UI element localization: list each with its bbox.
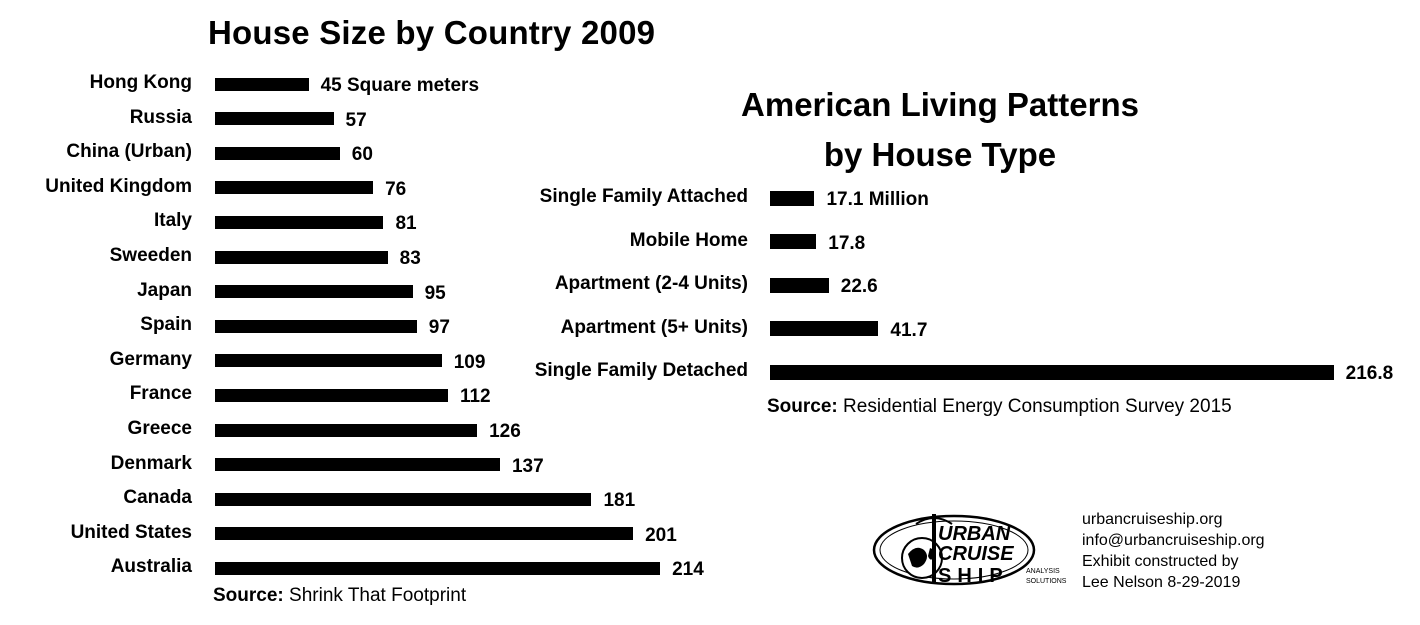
bar [215, 112, 334, 126]
category-label: Apartment (5+ Units) [560, 316, 748, 338]
value-label: 22.6 [840, 276, 878, 297]
bar [215, 146, 340, 160]
logo-tag1: ANALYSIS [1026, 568, 1060, 575]
category-label: Sweeden [109, 245, 192, 266]
value-label: 45 Square meters [320, 75, 480, 96]
bar [770, 364, 1334, 380]
bar [770, 190, 815, 206]
bar [215, 319, 417, 333]
value-label: 216.8 [1345, 363, 1394, 384]
bar [215, 388, 448, 402]
bar [215, 250, 388, 264]
urban-cruise-ship-logo: URBAN CRUISE SHIP ANALYSIS SOLUTIONS [872, 510, 1077, 590]
bar [770, 321, 879, 336]
chart1-source: Source: Shrink That Footprint [213, 585, 467, 606]
value-label: 181 [603, 490, 636, 512]
value-label: 76 [385, 178, 407, 200]
bar [215, 492, 592, 506]
logo-graphic: URBAN CRUISE SHIP ANALYSIS SOLUTIONS [872, 514, 1067, 587]
value-label: 17.8 [828, 232, 866, 254]
value-label: 109 [453, 351, 486, 373]
category-label: France [129, 383, 192, 405]
bar [215, 527, 634, 541]
chart2-title-line1: American Living Patterns [741, 86, 1139, 123]
logo-tag2: SOLUTIONS [1026, 578, 1067, 585]
category-label: China (Urban) [66, 141, 192, 163]
bar [215, 423, 478, 437]
bar [770, 234, 817, 249]
category-label: Apartment (2-4 Units) [554, 273, 748, 294]
value-label: 201 [645, 524, 677, 546]
category-label: Russia [129, 106, 192, 128]
credit-line1: Exhibit constructed by [1082, 553, 1239, 570]
category-label: Mobile Home [629, 229, 748, 251]
bar [215, 458, 500, 472]
value-label: 95 [424, 282, 446, 304]
website-text: urbancruiseship.org [1082, 511, 1223, 528]
value-label: 97 [428, 317, 450, 339]
value-label: 41.7 [890, 319, 928, 341]
category-label: Australia [110, 556, 192, 578]
category-label: United States [70, 521, 192, 543]
category-label: Canada [123, 487, 192, 509]
value-label: 81 [395, 213, 417, 235]
category-label: Single Family Detached [534, 360, 748, 381]
bar [215, 561, 661, 575]
bar [215, 77, 309, 91]
category-label: Hong Kong [89, 72, 192, 93]
value-label: 214 [672, 559, 704, 581]
value-label: 112 [459, 386, 491, 408]
category-label: Greece [127, 418, 192, 439]
bar [770, 277, 829, 293]
credit-line2: Lee Nelson 8-29-2019 [1082, 574, 1241, 591]
email-text: info@urbancruiseship.org [1082, 532, 1265, 549]
logo-line3: SHIP [938, 565, 1009, 587]
value-label: 57 [345, 109, 367, 131]
value-label: 137 [511, 455, 544, 477]
value-label: 17.1 Million [826, 189, 929, 210]
category-label: Denmark [110, 452, 192, 474]
category-label: Spain [140, 314, 192, 336]
value-label: 83 [399, 248, 421, 269]
category-label: Single Family Attached [539, 186, 748, 207]
bar [215, 215, 384, 229]
bar [215, 181, 374, 195]
category-label: Germany [109, 348, 192, 370]
bar [215, 354, 442, 368]
contact-block: urbancruiseship.org info@urbancruiseship… [1082, 509, 1265, 593]
bar [215, 285, 413, 299]
category-label: United Kingdom [45, 175, 192, 197]
chart1-title: House Size by Country 2009 [208, 14, 656, 51]
chart2-title-line2: by House Type [823, 136, 1057, 173]
category-label: Japan [137, 279, 192, 301]
category-label: Italy [153, 210, 192, 232]
chart2-title: American Living Patterns by House Type [690, 80, 1190, 180]
logo-line2: CRUISE [938, 543, 1014, 565]
value-label: 126 [489, 421, 521, 442]
chart2-source: Source: Residential Energy Consumption S… [767, 396, 1232, 417]
value-label: 60 [351, 144, 373, 166]
logo-line1: URBAN [938, 523, 1011, 545]
